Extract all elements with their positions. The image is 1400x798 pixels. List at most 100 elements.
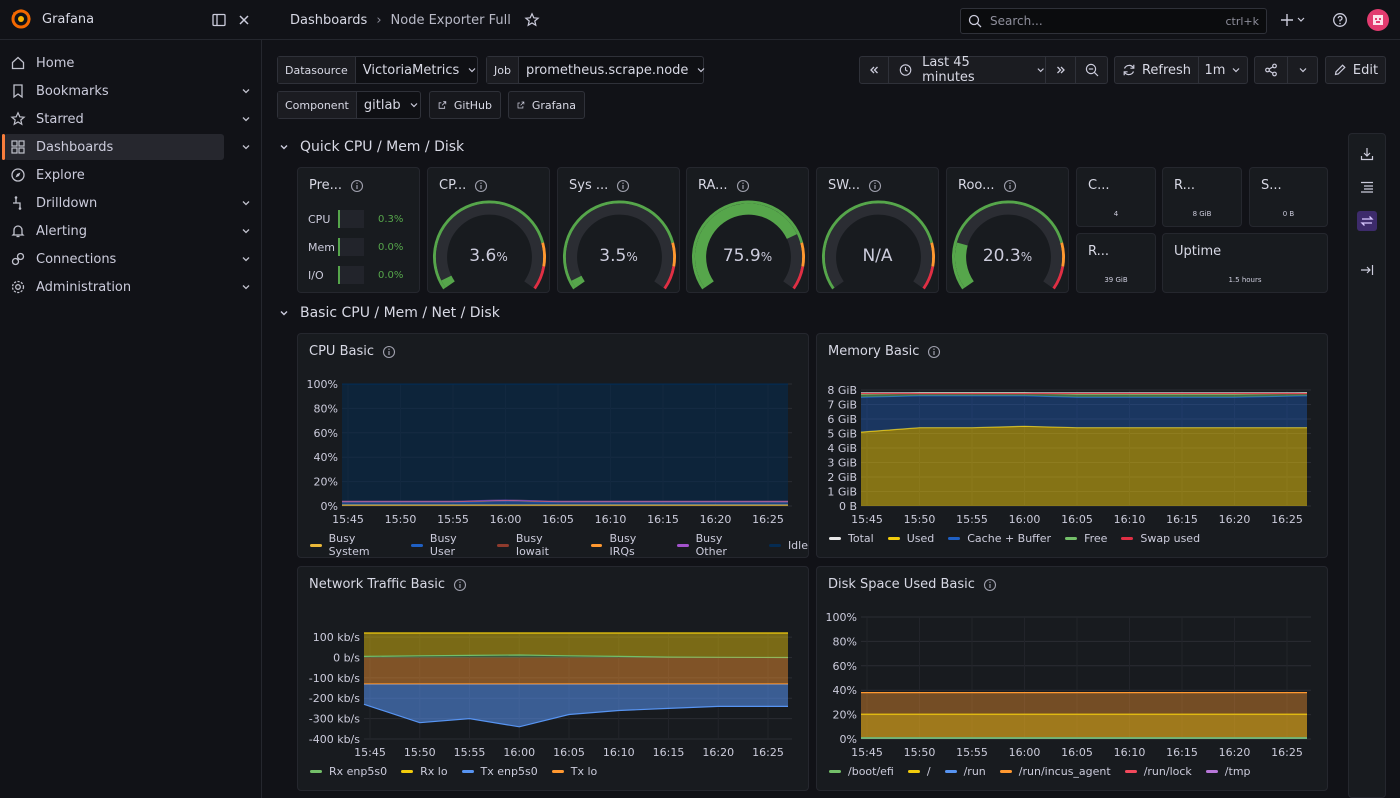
legend-item-tx-enp5s0[interactable]: Tx enp5s0 <box>461 765 538 778</box>
legend-item-run-lock[interactable]: /run/lock <box>1124 765 1192 778</box>
time-range-picker[interactable]: Last 45 minutes <box>888 55 1046 85</box>
add-icon[interactable] <box>1279 12 1295 28</box>
cpu-cores-stat-panel[interactable]: C... 4 <box>1076 167 1156 227</box>
rootfs-total-stat-panel[interactable]: R... 39 GiB <box>1076 233 1156 293</box>
disk-space-basic-panel[interactable]: Disk Space Used Basic 0% 20% 40% 60% 80% 100%… <box>816 566 1328 791</box>
info-icon[interactable] <box>453 578 467 592</box>
swap-total-stat-panel[interactable]: S... 0 B <box>1249 167 1328 227</box>
legend-item-root[interactable]: / <box>907 765 931 778</box>
row-quick-cpu-mem-disk[interactable]: Quick CPU / Mem / Disk <box>278 139 464 155</box>
sidebar-item-explore[interactable]: Explore <box>4 162 224 188</box>
component-variable[interactable]: Component gitlab <box>277 91 421 119</box>
cpu-basic-panel[interactable]: CPU Basic 0% 20% 40% 60% 80% 100% 15:45 15:50 15… <box>297 333 809 558</box>
disk-space-chart[interactable]: 0% 20% 40% 60% 80% 100% 15:45 15:50 15:55 16:00 16… <box>817 567 1329 792</box>
info-icon[interactable] <box>736 179 750 193</box>
legend-item-run[interactable]: /run <box>944 765 986 778</box>
share-menu-button[interactable] <box>1287 56 1318 84</box>
datasource-variable[interactable]: Datasource VictoriaMetrics <box>277 56 478 84</box>
ram-total-stat-panel[interactable]: R... 8 GiB <box>1162 167 1242 227</box>
legend-item-busy-user[interactable]: Busy User <box>411 532 483 558</box>
import-icon[interactable] <box>1359 146 1375 162</box>
sidebar-item-alerting[interactable]: Alerting <box>4 218 250 244</box>
legend-item-used[interactable]: Used <box>887 532 934 545</box>
chevron-down-icon[interactable] <box>240 253 252 265</box>
info-icon[interactable] <box>927 345 941 359</box>
sys-load-gauge-panel[interactable]: Sys ... 3.5% <box>557 167 680 293</box>
legend-item-cache-buffer[interactable]: Cache + Buffer <box>948 532 1051 545</box>
github-link[interactable]: GitHub <box>429 91 501 119</box>
zoom-out-button[interactable] <box>1075 56 1108 84</box>
info-icon[interactable] <box>1003 179 1017 193</box>
component-select[interactable]: gitlab <box>357 92 426 118</box>
sidebar-item-starred[interactable]: Starred <box>4 106 250 132</box>
info-icon[interactable] <box>616 179 630 193</box>
legend-item-free[interactable]: Free <box>1065 532 1107 545</box>
share-button[interactable] <box>1254 56 1288 84</box>
compare-button[interactable] <box>1357 211 1377 231</box>
legend-item-busy-system[interactable]: Busy System <box>310 532 397 558</box>
outline-icon[interactable] <box>1359 179 1375 195</box>
info-icon[interactable] <box>474 179 488 193</box>
legend-item-boot-efi[interactable]: /boot/efi <box>829 765 894 778</box>
legend-item-idle[interactable]: Idle <box>768 532 808 558</box>
refresh-interval-picker[interactable]: 1m <box>1198 56 1248 84</box>
pressure-panel[interactable]: Pre... CPU 0.3% Mem 0.0% I/O 0.0% <box>297 167 420 293</box>
add-chevron-down-icon[interactable] <box>1296 12 1306 28</box>
legend-item-busy-irqs[interactable]: Busy IRQs <box>590 532 663 558</box>
close-menu-icon[interactable] <box>236 12 252 28</box>
job-variable[interactable]: Job prometheus.scrape.node <box>486 56 705 84</box>
info-icon[interactable] <box>868 179 882 193</box>
sidebar-item-connections[interactable]: Connections <box>4 246 250 272</box>
legend-item-total[interactable]: Total <box>829 532 874 545</box>
legend-item-busy-iowait[interactable]: Busy Iowait <box>497 532 577 558</box>
ram-used-gauge-panel[interactable]: RA... 75.9% <box>686 167 809 293</box>
row-basic-cpu-mem-net-disk[interactable]: Basic CPU / Mem / Net / Disk <box>278 305 500 321</box>
chevron-down-icon[interactable] <box>240 113 252 125</box>
sidebar-item-dashboards[interactable]: Dashboards <box>2 134 250 160</box>
job-select[interactable]: prometheus.scrape.node <box>519 57 713 83</box>
sidebar-item-home[interactable]: Home <box>4 50 224 76</box>
cpu-basic-chart[interactable]: 0% 20% 40% 60% 80% 100% 15:45 15:50 15:55 16:00 16… <box>298 334 810 559</box>
cpu-busy-gauge-panel[interactable]: CP... 3.6% <box>427 167 550 293</box>
uptime-stat-panel[interactable]: Uptime 1.5 hours <box>1162 233 1328 293</box>
sidebar-item-drilldown[interactable]: Drilldown <box>4 190 250 216</box>
info-icon[interactable] <box>983 578 997 592</box>
star-icon[interactable] <box>524 12 540 28</box>
network-traffic-chart[interactable]: -400 kb/s -300 kb/s -200 kb/s -100 kb/s 0 b/… <box>298 567 810 792</box>
user-avatar[interactable] <box>1367 9 1389 31</box>
datasource-select[interactable]: VictoriaMetrics <box>356 57 485 83</box>
legend-item-swap-used[interactable]: Swap used <box>1121 532 1200 545</box>
time-forward-button[interactable] <box>1045 56 1076 84</box>
sidebar-item-bookmarks[interactable]: Bookmarks <box>4 78 250 104</box>
info-icon[interactable] <box>382 345 396 359</box>
grafana-link[interactable]: Grafana <box>508 91 585 119</box>
breadcrumb-dashboards[interactable]: Dashboards <box>290 12 368 28</box>
chevron-down-icon[interactable] <box>240 281 252 293</box>
help-icon[interactable] <box>1332 12 1348 28</box>
legend-item-tx-lo[interactable]: Tx lo <box>551 765 597 778</box>
network-traffic-basic-panel[interactable]: Network Traffic Basic -400 kb/s -300 kb/s… <box>297 566 809 791</box>
refresh-button[interactable]: Refresh <box>1114 56 1199 84</box>
chevron-down-icon[interactable] <box>240 141 252 153</box>
legend-item-rx-lo[interactable]: Rx lo <box>401 765 448 778</box>
legend-item-tmp[interactable]: /tmp <box>1205 765 1251 778</box>
time-back-button[interactable] <box>859 56 889 84</box>
chevron-down-icon <box>468 68 476 73</box>
chevron-down-icon[interactable] <box>240 225 252 237</box>
root-fs-gauge-panel[interactable]: Roo... 20.3% <box>946 167 1069 293</box>
info-icon[interactable] <box>350 179 364 193</box>
search-bar[interactable]: Search... ctrl+k <box>960 8 1267 34</box>
legend-item-run-incus-agent[interactable]: /run/incus_agent <box>999 765 1111 778</box>
brand[interactable]: Grafana <box>10 8 94 30</box>
chevron-down-icon[interactable] <box>240 197 252 209</box>
swap-used-gauge-panel[interactable]: SW... N/A <box>816 167 939 293</box>
edit-button[interactable]: Edit <box>1325 56 1386 84</box>
dock-menu-icon[interactable] <box>211 12 227 28</box>
chevron-down-icon[interactable] <box>240 85 252 97</box>
sidebar-item-administration[interactable]: Administration <box>4 274 250 300</box>
legend-item-busy-other[interactable]: Busy Other <box>677 532 755 558</box>
legend-item-rx-enp5s0[interactable]: Rx enp5s0 <box>310 765 387 778</box>
collapse-right-icon[interactable] <box>1359 262 1375 278</box>
